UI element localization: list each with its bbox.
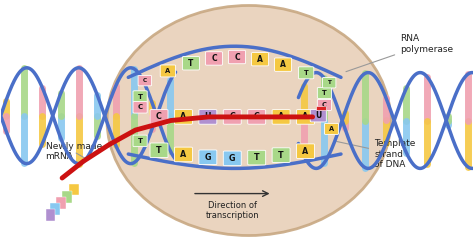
FancyBboxPatch shape [318, 87, 331, 99]
Text: G: G [229, 154, 236, 163]
FancyBboxPatch shape [324, 123, 338, 134]
Text: Newly made
mRNA: Newly made mRNA [46, 142, 102, 161]
FancyBboxPatch shape [223, 151, 241, 166]
Text: A: A [180, 112, 187, 121]
Text: T: T [304, 70, 309, 76]
Bar [62, 191, 72, 203]
Text: T: T [188, 59, 193, 68]
Text: A: A [302, 112, 309, 121]
FancyBboxPatch shape [199, 110, 217, 124]
FancyBboxPatch shape [248, 150, 265, 165]
FancyBboxPatch shape [248, 110, 265, 124]
FancyBboxPatch shape [272, 110, 290, 124]
FancyBboxPatch shape [252, 53, 269, 66]
FancyBboxPatch shape [297, 144, 315, 159]
Text: T: T [137, 138, 143, 144]
Text: C: C [137, 104, 143, 110]
Bar [50, 203, 60, 215]
Text: A: A [280, 60, 286, 69]
Text: C: C [229, 112, 235, 121]
Text: RNA
polymerase: RNA polymerase [346, 34, 453, 72]
Text: T: T [137, 94, 143, 100]
FancyBboxPatch shape [199, 150, 217, 165]
FancyBboxPatch shape [223, 110, 241, 124]
FancyBboxPatch shape [150, 143, 168, 158]
Text: C: C [234, 53, 240, 61]
FancyBboxPatch shape [133, 135, 147, 147]
Bar [56, 197, 66, 209]
Text: T: T [322, 90, 327, 96]
FancyBboxPatch shape [318, 100, 331, 110]
FancyBboxPatch shape [174, 110, 192, 124]
FancyBboxPatch shape [272, 148, 290, 162]
Text: A: A [302, 147, 309, 156]
Bar [46, 209, 55, 221]
FancyBboxPatch shape [133, 91, 147, 102]
Text: C: C [254, 112, 260, 121]
FancyBboxPatch shape [322, 78, 336, 88]
FancyBboxPatch shape [228, 50, 246, 64]
FancyBboxPatch shape [133, 101, 147, 113]
Text: U: U [315, 111, 321, 120]
Text: T: T [327, 80, 331, 85]
FancyBboxPatch shape [274, 58, 292, 71]
Text: C: C [156, 112, 162, 121]
Text: T: T [278, 151, 284, 160]
Text: A: A [329, 126, 334, 132]
Text: C: C [211, 54, 217, 63]
Text: A: A [180, 150, 187, 159]
Text: U: U [205, 112, 211, 121]
Text: T: T [254, 153, 259, 162]
FancyBboxPatch shape [182, 57, 200, 70]
FancyBboxPatch shape [297, 110, 315, 124]
Text: C: C [143, 78, 147, 83]
Text: T: T [156, 146, 162, 155]
FancyBboxPatch shape [310, 109, 326, 122]
FancyBboxPatch shape [150, 110, 168, 124]
Text: A: A [257, 55, 263, 64]
Bar [69, 183, 79, 195]
Text: Template
strand
of DNA: Template strand of DNA [337, 139, 415, 169]
Text: G: G [205, 153, 211, 162]
FancyBboxPatch shape [299, 67, 314, 79]
FancyBboxPatch shape [174, 147, 192, 162]
Text: Direction of
transcription: Direction of transcription [205, 201, 259, 220]
Text: C: C [322, 102, 327, 108]
FancyBboxPatch shape [160, 65, 175, 77]
Text: A: A [165, 68, 171, 74]
Text: A: A [278, 112, 284, 121]
Ellipse shape [107, 6, 391, 235]
Bar [317, 106, 326, 110]
FancyBboxPatch shape [205, 52, 222, 65]
FancyBboxPatch shape [138, 75, 152, 86]
